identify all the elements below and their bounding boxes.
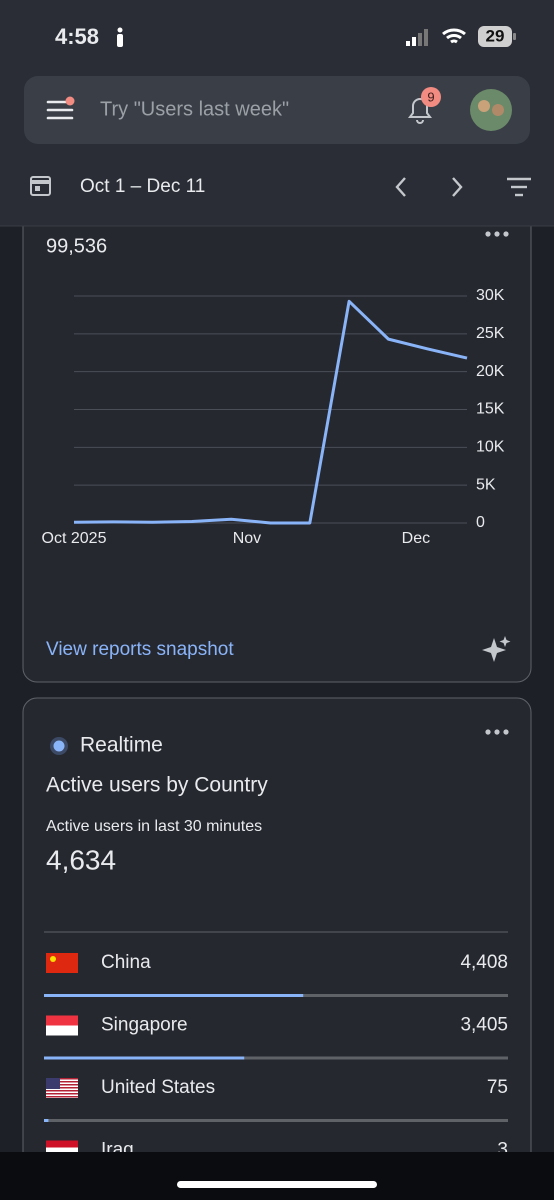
bar-track — [44, 1119, 508, 1122]
country-users: 3 — [497, 1140, 508, 1161]
country-users: 3,405 — [460, 1015, 508, 1036]
total-users: 99,536 — [46, 235, 107, 257]
search-bar[interactable] — [24, 76, 530, 144]
flag-stripe — [46, 1078, 78, 1080]
snapshot-link[interactable]: View reports snapshot — [46, 639, 234, 660]
calendar-icon[interactable] — [30, 176, 51, 196]
notification-badge — [421, 87, 441, 107]
bar — [44, 994, 304, 997]
search-placeholder[interactable]: Try "Users last week" — [100, 98, 289, 120]
realtime-total: 4,634 — [46, 844, 116, 875]
country-name: Iraq — [101, 1140, 134, 1161]
battery-level: 29 — [486, 26, 505, 45]
date-range[interactable]: Oct 1 – Dec 11 — [80, 176, 205, 197]
flag-stripe — [46, 1084, 78, 1086]
x-tick-label: Oct 2025 — [42, 530, 107, 547]
card-subtitle: Active users in last 30 minutes — [46, 818, 262, 835]
battery-tip — [513, 33, 516, 40]
prev-button[interactable] — [395, 177, 406, 197]
y-tick-label: 25K — [476, 325, 505, 342]
filter-button[interactable] — [507, 177, 531, 197]
flag-stripe — [46, 1090, 78, 1092]
y-tick-label: 10K — [476, 439, 505, 456]
more-menu[interactable] — [485, 231, 509, 237]
next-button[interactable] — [452, 177, 463, 197]
bell-icon[interactable] — [408, 98, 432, 124]
bar — [44, 1119, 49, 1122]
flag — [46, 953, 78, 973]
person-icon — [117, 27, 123, 47]
realtime-label: Realtime — [80, 734, 163, 757]
signal-icon — [406, 29, 428, 46]
country-users: 4,408 — [460, 952, 508, 973]
calendar-day — [35, 186, 40, 191]
battery-icon — [478, 26, 512, 47]
data-line — [73, 299, 468, 525]
more-menu[interactable] — [485, 729, 509, 735]
home-indicator — [177, 1181, 377, 1188]
avatar-face — [492, 104, 504, 116]
y-tick-label: 20K — [476, 363, 505, 380]
y-tick-label: 30K — [476, 287, 505, 304]
avatar-face — [478, 100, 490, 112]
flag-band — [46, 1140, 78, 1148]
clock: 4:58 — [55, 24, 99, 49]
x-tick-label: Dec — [402, 530, 430, 547]
country-list: China 4,408 Singapore 3,405 United States 75 I… — [44, 952, 508, 1161]
y-tick-label: 15K — [476, 401, 505, 418]
y-tick-label: 5K — [476, 476, 496, 493]
card-title: Active users by Country — [46, 774, 268, 797]
avatar[interactable] — [470, 89, 512, 131]
country-name: China — [101, 952, 151, 973]
chart: 0 5K 10K 15K 20K 25K 30K Oct 2025 Nov Dec — [42, 287, 505, 547]
wifi-icon — [442, 28, 466, 44]
country-name: Singapore — [101, 1015, 188, 1036]
notification-count: 9 — [427, 89, 434, 104]
bar-track — [44, 1056, 508, 1060]
country-users: 75 — [487, 1077, 508, 1098]
bottom-area — [0, 1152, 554, 1200]
y-tick-label: 0 — [476, 514, 485, 531]
insights-icon[interactable] — [482, 636, 511, 662]
flag-stripe — [46, 1093, 78, 1095]
flag-star — [50, 956, 56, 962]
flag-stripe — [46, 1087, 78, 1089]
x-tick-label: Nov — [233, 530, 261, 547]
bar — [44, 1056, 245, 1060]
overview-card — [22, 226, 532, 683]
flag-canton — [46, 1078, 60, 1089]
realtime-dot — [53, 740, 65, 752]
flag-stripe — [46, 1096, 78, 1098]
flag-band — [46, 1015, 78, 1026]
country-name: United States — [101, 1077, 215, 1098]
realtime-card — [22, 697, 532, 1152]
flag-stripe — [46, 1081, 78, 1083]
menu-badge — [65, 96, 75, 106]
